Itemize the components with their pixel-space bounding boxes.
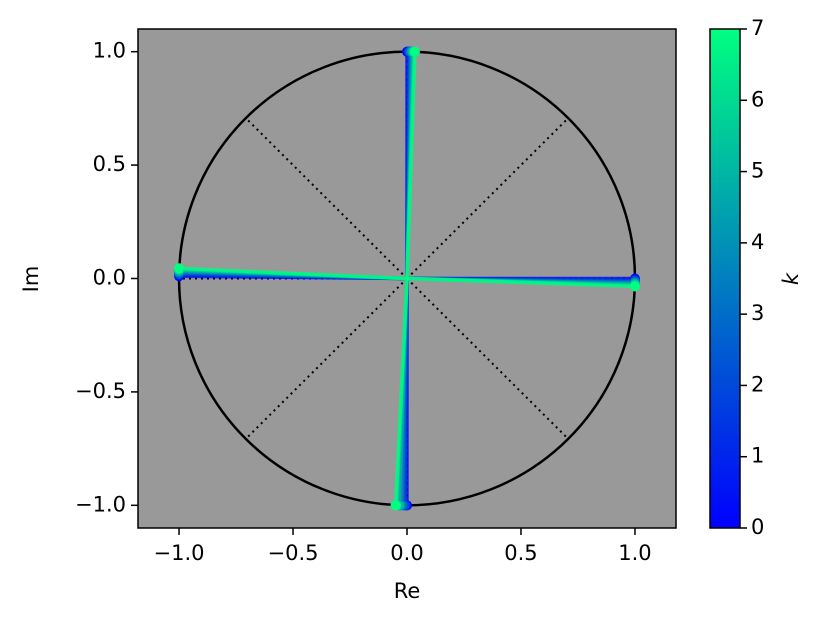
point (409, 46, 420, 57)
ray (405, 51, 417, 279)
colorbar-tick-label: 0 (751, 515, 764, 539)
x-tick-label: 1.0 (618, 541, 651, 565)
x-tick-label: −0.5 (268, 541, 319, 565)
ray (393, 278, 409, 506)
y-tick-label: 0.5 (93, 152, 126, 176)
reference-ray (406, 277, 569, 440)
colorbar-tick-label: 4 (751, 230, 764, 254)
ray (178, 266, 408, 281)
colorbar-tick-label: 7 (751, 16, 764, 40)
ray (406, 276, 636, 289)
colorbar-tick-label: 5 (751, 159, 764, 183)
y-tick-label: 1.0 (93, 39, 126, 63)
colorbar-tick-label: 3 (751, 301, 764, 325)
y-tick-label: −1.0 (75, 492, 126, 516)
reference-ray (245, 117, 408, 280)
reference-ray (245, 277, 408, 440)
x-tick-label: 0.0 (390, 541, 423, 565)
x-axis-label: Re (394, 579, 421, 603)
x-tick-label: −1.0 (154, 541, 205, 565)
x-tick-label: 0.5 (504, 541, 537, 565)
y-tick-label: 0.0 (93, 266, 126, 290)
colorbar-tick-label: 6 (751, 87, 764, 111)
y-axis-label: Im (19, 266, 43, 293)
reference-ray (406, 117, 569, 280)
series (178, 51, 636, 506)
point (390, 500, 401, 511)
point (174, 263, 185, 274)
colorbar-label: k (779, 272, 803, 285)
y-tick-label: −0.5 (75, 379, 126, 403)
colorbar (709, 28, 741, 529)
colorbar-tick-label: 2 (751, 372, 764, 396)
colorbar-tick-label: 1 (751, 444, 764, 468)
point (629, 281, 640, 292)
